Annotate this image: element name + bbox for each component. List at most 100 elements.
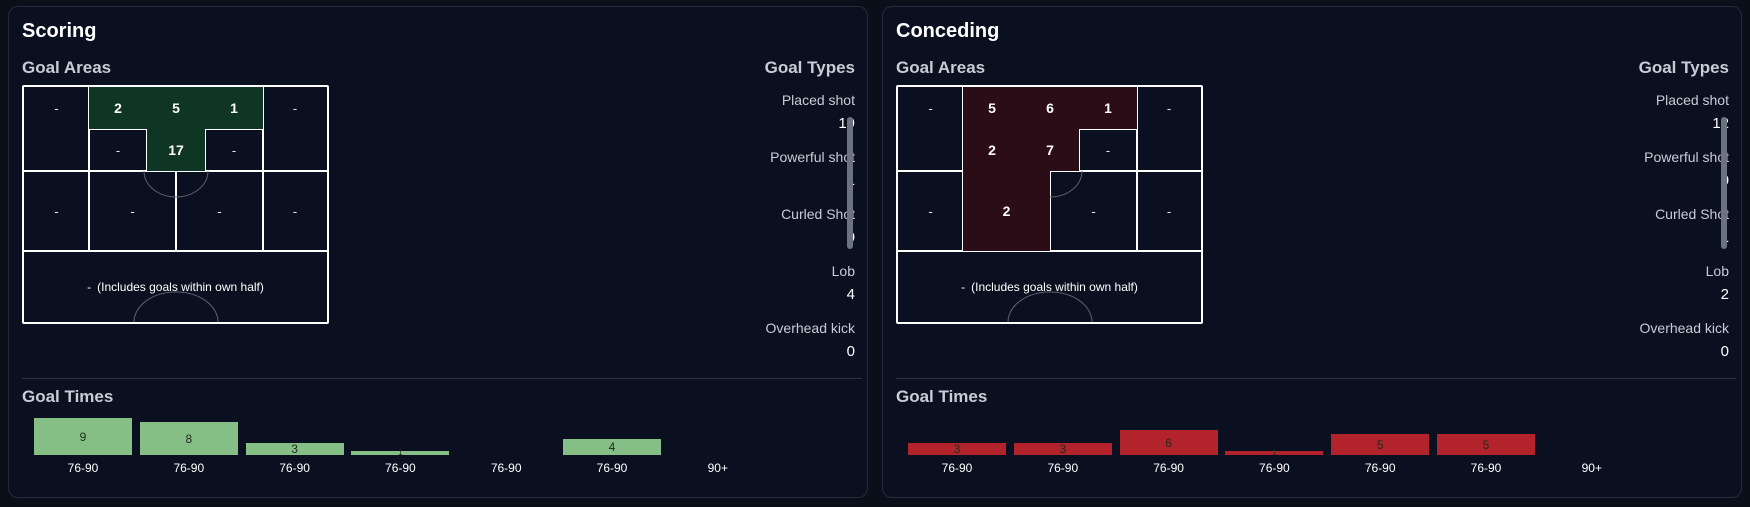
area-cell-r2-c[interactable]: - (231, 142, 237, 158)
area-cell-box-l[interactable]: - (54, 203, 59, 219)
goal-time-bar[interactable]: 3 (245, 441, 344, 456)
goal-time-label: 76-90 (1153, 461, 1184, 475)
area-cell-box-m2[interactable]: - (1091, 203, 1096, 219)
goal-types-list: Placed shot 19 Powerful shot 1 Curled Sh… (715, 91, 855, 376)
goal-type-item: Overhead kick 0 (715, 319, 855, 376)
area-cell-outside-box[interactable]: - (Includes goals within own half) (24, 251, 327, 322)
goal-type-item: Powerful shot 1 (715, 148, 855, 205)
scoring-panel: Scoring Goal Areas Goal Types -2 5 1- -17- -… (8, 6, 868, 498)
goal-type-value: 0 (1720, 343, 1729, 360)
area-cell-box-m2[interactable]: - (217, 203, 222, 219)
area-cell-box-m1[interactable]: 2 (963, 171, 1050, 251)
area-cell-r2-b[interactable]: 17 (147, 129, 205, 171)
goal-time-label: 76-90 (173, 461, 205, 475)
area-cell-r2-b[interactable]: 7 (1021, 129, 1079, 171)
goal-time-bar[interactable]: 9 (34, 418, 132, 455)
area-cell-gt-1[interactable]: 2 (89, 87, 147, 129)
area-cell-box-r[interactable]: - (1166, 203, 1172, 219)
area-cell-box-m1[interactable]: - (130, 203, 135, 219)
area-cell-gt-2[interactable]: 6 (1021, 87, 1079, 129)
outside-note: (Includes goals within own half) (97, 279, 264, 294)
goal-type-item: Placed shot 12 (1589, 91, 1729, 148)
goal-time-bar-value: 1 (398, 447, 403, 457)
goal-time-bar[interactable]: 1 (1225, 448, 1324, 457)
goal-type-value: 1 (715, 172, 855, 190)
goal-type-value: 0 (1589, 172, 1729, 190)
area-cell-gt-r[interactable]: - (1166, 100, 1172, 116)
goal-time-bar[interactable]: 5 (1437, 434, 1535, 455)
area-cell-box-r[interactable]: - (292, 203, 298, 219)
panel-title: Scoring (22, 20, 97, 42)
goal-time-bar-value: 3 (291, 441, 298, 456)
goal-type-value: 0 (715, 229, 855, 247)
goal-time-bar[interactable]: 3 (908, 441, 1006, 456)
scrollbar-thumb[interactable] (847, 117, 853, 249)
goal-type-label: Overhead kick (765, 320, 855, 336)
goal-times-chart: 9 76-90 8 76-90 3 76-90 1 76-90 76-90 4 76-90 90+ (22, 405, 862, 475)
scrollbar-thumb[interactable] (1721, 117, 1727, 249)
goal-time-bar-value: 1 (1272, 447, 1277, 457)
goal-time-label: 76-90 (596, 461, 628, 475)
goal-type-label: Lob (1705, 263, 1729, 279)
area-cell-gt-3[interactable]: 1 (1079, 87, 1137, 129)
section-divider (896, 378, 1736, 379)
goal-type-value: 1 (1589, 229, 1729, 247)
goal-types-scrollbar[interactable] (847, 117, 853, 249)
goal-type-label: Powerful shot (1644, 149, 1729, 165)
goal-time-bar[interactable]: 6 (1119, 430, 1218, 455)
goal-time-label: 76-90 (941, 461, 973, 475)
goal-times-chart: 3 76-90 3 76-90 6 76-90 1 76-90 5 76-90 5 76-90 90+ (896, 405, 1736, 475)
goal-type-item: Lob 2 (1589, 262, 1729, 319)
area-cell-gt-r[interactable]: - (292, 100, 298, 116)
goal-time-bar-value: 8 (185, 431, 193, 446)
goal-type-value: 4 (846, 286, 855, 303)
goal-type-value: 19 (715, 115, 855, 133)
goal-types-heading: Goal Types (1638, 58, 1729, 77)
goal-time-label: 76-90 (67, 461, 99, 475)
panel-title: Conceding (896, 20, 1000, 42)
goal-type-item: Powerful shot 0 (1589, 148, 1729, 205)
goal-type-label: Curled Shot (781, 206, 855, 222)
goal-time-bar-value: 9 (79, 429, 87, 444)
goal-time-label: 90+ (707, 461, 728, 475)
area-cell-outside-box[interactable]: - (Includes goals within own half) (898, 251, 1201, 322)
goal-times-heading: Goal Times (896, 387, 988, 406)
goal-time-label: 76-90 (1047, 461, 1079, 475)
goal-time-bar[interactable]: 5 (1331, 434, 1430, 455)
goal-time-bar[interactable]: 4 (563, 438, 661, 455)
area-cell-gt-1[interactable]: 5 (963, 87, 1021, 129)
goal-types-scrollbar[interactable] (1721, 117, 1727, 249)
area-cell-r2-c[interactable]: - (1105, 142, 1111, 158)
outside-value: - (87, 279, 92, 294)
section-divider (22, 378, 862, 379)
goal-time-bar-value: 6 (1165, 435, 1172, 450)
goal-type-value: 2 (1720, 286, 1729, 303)
area-cell-box-l[interactable]: - (928, 203, 933, 219)
goal-time-bar-value: 5 (1482, 437, 1490, 452)
goal-type-label: Placed shot (781, 92, 855, 108)
goal-time-bar-value: 3 (953, 441, 961, 456)
goal-type-label: Curled Shot (1655, 206, 1729, 222)
outside-note: (Includes goals within own half) (971, 279, 1138, 294)
goal-time-bar[interactable]: 3 (1013, 442, 1112, 455)
area-cell-r2-a[interactable]: 2 (963, 129, 1021, 171)
goal-time-bar-value: 5 (1376, 437, 1384, 452)
area-cell-gt-l[interactable]: - (928, 100, 933, 116)
goal-times-heading: Goal Times (22, 387, 114, 406)
goal-type-item: Placed shot 19 (715, 91, 855, 148)
goal-type-item: Curled Shot 1 (1589, 205, 1729, 262)
goal-type-item: Lob 4 (715, 262, 855, 319)
area-cell-gt-2[interactable]: 5 (147, 87, 205, 129)
goal-time-bar[interactable]: 8 (139, 422, 238, 455)
area-cell-gt-l[interactable]: - (54, 100, 59, 116)
area-cell-r2-a[interactable]: - (115, 142, 121, 158)
goal-areas-heading: Goal Areas (22, 58, 112, 77)
goal-type-label: Lob (831, 263, 855, 279)
goal-time-label: 76-90 (385, 461, 416, 475)
goal-time-bar[interactable]: 1 (351, 448, 450, 457)
goal-areas-pitch: - 2 5 1 - - 17 - - - - - - (Includes goals within o… (22, 85, 329, 324)
area-cell-gt-3[interactable]: 1 (205, 87, 263, 129)
goal-time-label: 76-90 (1259, 461, 1290, 475)
goal-type-label: Powerful shot (770, 149, 855, 165)
